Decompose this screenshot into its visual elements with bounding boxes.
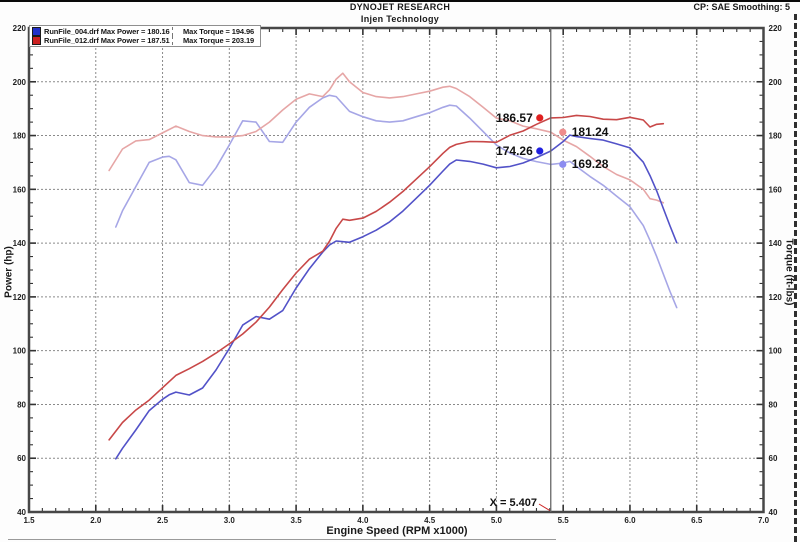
y-right-tick-label: 180 [769, 132, 783, 141]
run012-torque-curve [108, 72, 665, 204]
legend-row: RunFile_004.drf Max Power = 180.16 Max To… [32, 27, 254, 36]
y-right-tick-label: 100 [769, 347, 783, 356]
y-right-tick-label: 80 [769, 400, 778, 409]
y-left-tick-label: 200 [13, 78, 27, 87]
legend-swatch [32, 27, 41, 36]
plot-area [29, 28, 764, 512]
power-axis-title: Power (hp) [3, 246, 15, 298]
y-left-tick-label: 40 [17, 508, 26, 517]
y-right-tick-label: 160 [769, 185, 783, 194]
y-left-tick-label: 140 [13, 239, 27, 248]
cursor-x-label: X = 5.407 [489, 497, 537, 509]
correction-smoothing-info: CP: SAE Smoothing: 5 [693, 2, 791, 12]
x-tick-label: 5.0 [491, 516, 503, 525]
cursor-readout-dot [559, 160, 567, 168]
x-tick-label: 2.0 [90, 516, 102, 525]
legend-box: RunFile_004.drf Max Power = 180.16 Max To… [29, 25, 262, 47]
legend-file-power-label: RunFile_004.drf Max Power = 180.16 [44, 27, 170, 36]
x-tick-label: 6.0 [624, 516, 636, 525]
rpm-axis-title: Engine Speed (RPM x1000) [326, 525, 468, 537]
x-tick-label: 7.0 [758, 516, 770, 525]
legend-max-torque-label: Max Torque = 203.19 [172, 36, 254, 45]
run012-power-curve [108, 114, 665, 441]
x-tick-label: 6.5 [691, 516, 703, 525]
run004-power-curve [115, 134, 678, 460]
y-right-tick-label: 60 [769, 454, 778, 463]
y-right-tick-label: 120 [769, 293, 783, 302]
legend-row: RunFile_012.drf Max Power = 187.51 Max To… [32, 36, 254, 45]
cursor-readout-value: 181.24 [571, 125, 609, 140]
x-tick-label: 1.5 [23, 516, 35, 525]
cursor-label-pointer [538, 503, 551, 511]
y-right-tick-label: 40 [769, 508, 778, 517]
legend-file-power-label: RunFile_012.drf Max Power = 187.51 [44, 36, 170, 45]
run004-torque-curve [115, 94, 678, 309]
scan-artifact-bottom-line [8, 539, 556, 540]
legend-max-torque-label: Max Torque = 194.96 [172, 27, 254, 36]
y-left-tick-label: 120 [13, 293, 27, 302]
y-left-tick-label: 80 [17, 400, 26, 409]
cursor-readout-value: 186.57 [496, 110, 533, 125]
scan-artifact-top-edge [0, 0, 800, 2]
x-tick-label: 3.5 [291, 516, 303, 525]
report-subtitle: Injen Technology [360, 14, 440, 24]
cursor-readout-value: 169.28 [571, 157, 609, 172]
torque-axis-title: Torque (ft-lbs) [783, 238, 795, 306]
cursor-readout-value: 174.26 [496, 143, 533, 158]
x-tick-label: 4.5 [424, 516, 436, 525]
y-left-tick-label: 100 [13, 347, 27, 356]
y-left-tick-label: 60 [17, 454, 26, 463]
cursor-readout-dot [536, 114, 544, 122]
y-right-tick-label: 200 [769, 78, 783, 87]
x-tick-label: 3.0 [224, 516, 236, 525]
legend-swatch [32, 36, 41, 45]
plot-border [27, 26, 765, 514]
y-left-tick-label: 180 [13, 132, 27, 141]
y-left-tick-label: 220 [13, 24, 27, 33]
x-tick-label: 4.0 [357, 516, 369, 525]
scan-artifact-right-edge [794, 14, 797, 542]
y-right-tick-label: 220 [769, 24, 783, 33]
cursor-readout-dot [536, 147, 544, 155]
y-left-tick-label: 160 [13, 185, 27, 194]
x-tick-label: 5.5 [558, 516, 570, 525]
x-tick-label: 2.5 [157, 516, 169, 525]
y-right-tick-label: 140 [769, 239, 783, 248]
cursor-readout-dot [559, 128, 567, 136]
report-title: DYNOJET RESEARCH [349, 2, 451, 12]
